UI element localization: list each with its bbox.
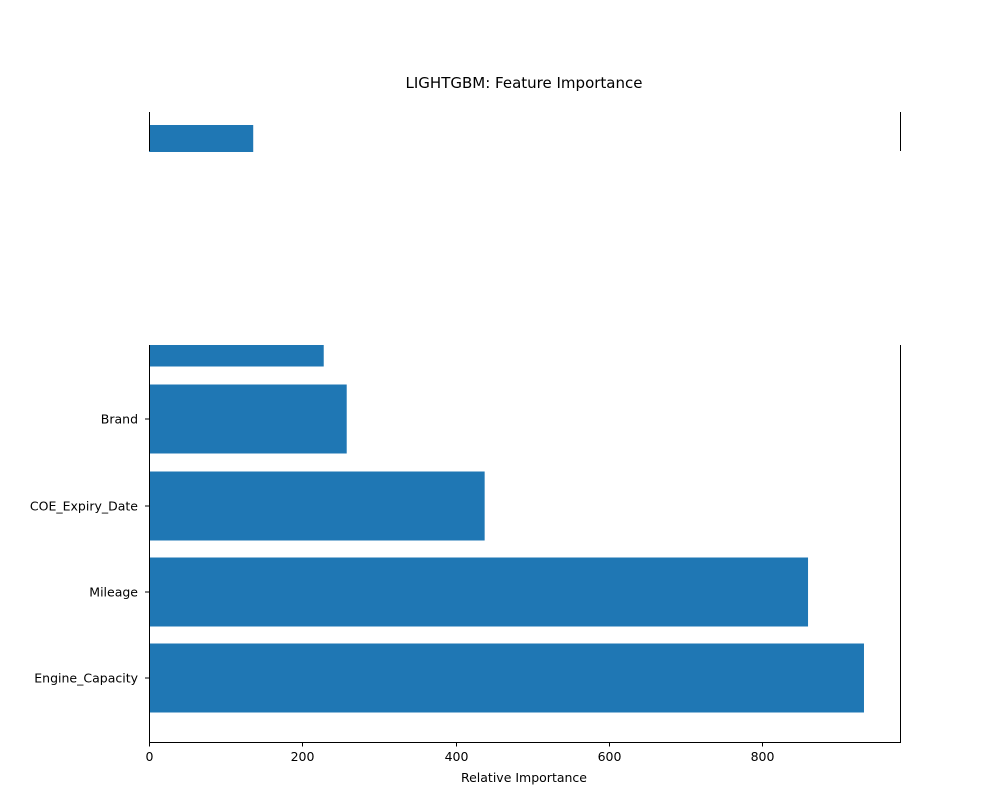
y-tick-label-3: Brand: [101, 412, 138, 427]
bar-3: [149, 384, 347, 454]
chart-title: LIGHTGBM: Feature Importance: [406, 74, 643, 92]
bar-5: [149, 125, 254, 152]
bar-0: [149, 643, 864, 713]
y-tick-label-1: Mileage: [89, 585, 138, 600]
bar-4: [149, 345, 324, 367]
y-tick-label-2: COE_Expiry_Date: [30, 499, 138, 514]
bar-2: [149, 471, 485, 541]
x-tick-label-1: 200: [291, 749, 315, 764]
lower-plot-panel: Engine_Capacity Mileage COE_Expiry_Date Bra…: [30, 345, 901, 764]
bars-group: [149, 345, 864, 713]
x-tick-label-4: 800: [751, 749, 775, 764]
x-tick-label-3: 600: [598, 749, 622, 764]
y-tick-label-0: Engine_Capacity: [34, 671, 138, 686]
upper-plot-panel: [149, 112, 901, 152]
x-tick-label-0: 0: [146, 749, 154, 764]
bar-1: [149, 557, 809, 627]
x-axis-title: Relative Importance: [461, 770, 587, 785]
x-tick-label-2: 400: [445, 749, 469, 764]
